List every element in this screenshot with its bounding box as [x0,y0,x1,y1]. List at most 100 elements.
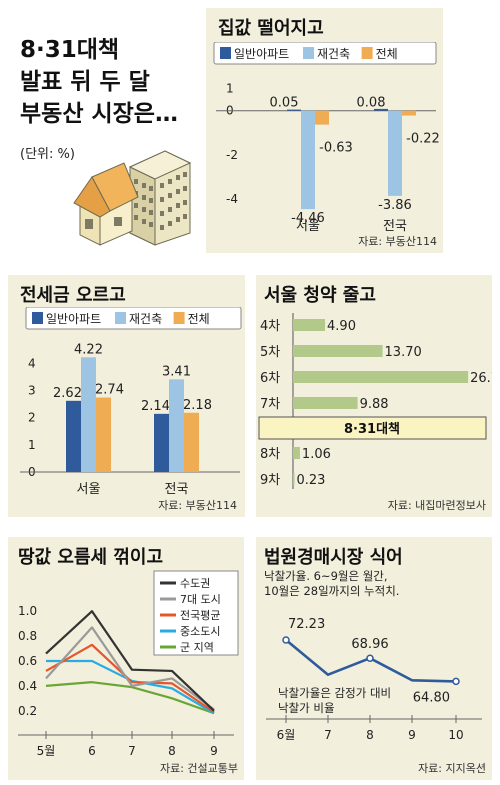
x-tick-label: 9 [408,728,416,742]
y-tick-label: 2 [28,411,36,425]
headline-line2: 발표 뒤 두 달 [20,69,150,95]
series-line [45,610,215,712]
data-point [366,654,374,662]
bar-value-label: 2.74 [95,383,124,398]
bar [293,473,295,485]
land-chart-source: 자료: 건설교통부 [159,762,238,775]
bar [388,110,402,196]
legend-swatch [361,47,373,59]
legend-box [25,307,242,330]
panel-house-price: 집값 떨어지고 일반아파트 재건축 전체 1 0 -2 -4 0.05 -4.46 -0.63 서울… [206,8,443,253]
x-tick-label: 5월 [37,744,56,758]
legend-box [153,570,239,656]
land-chart-title: 땅값 오름세 꺾이고 [18,547,164,568]
bar [66,400,81,472]
legend-label: 재건축 [129,312,162,326]
series-line [45,643,215,713]
legend-label: 재건축 [317,47,350,61]
category-label: 서울 [77,482,101,497]
bar [184,412,199,472]
bar-value-label: 1.06 [302,447,331,462]
legend-swatch [115,312,126,324]
bar [315,110,329,125]
bar [287,109,301,111]
headline: 8·31대책 발표 뒤 두 달 부동산 시장은… [20,34,178,130]
legend-swatch [32,312,43,324]
legend-label: 일반아파트 [46,312,101,326]
y-tick-label: 0.2 [18,704,37,718]
policy-marker-box [258,416,487,440]
y-tick-label: 0.8 [18,629,37,643]
category-label: 전국 [165,482,189,497]
auction-note-bottom: 낙찰가율은 감정가 대비 낙찰가 비율 [278,686,391,716]
legend-label: 전국평균 [180,609,220,622]
panel-land-price: 땅값 오름세 꺾이고 0.2 0.4 0.6 0.8 1.0 5월 6 7 8 9 수도권 7대 도시… [8,537,244,780]
jeonse-chart-title: 전세금 오르고 [20,285,126,306]
legend-label: 수도권 [180,577,210,590]
row-label: 6차 [260,371,280,386]
unit-label: (단위: %) [20,147,75,162]
house-chart-source: 자료: 부동산114 [358,235,437,248]
auction-chart-source: 자료: 지지옥션 [418,762,486,775]
legend-swatch [220,47,231,59]
bar-value-label: 2.62 [53,386,82,401]
panel-auction: 법원경매시장 식어 낙찰가율. 6~9월은 월간, 10월은 28일까지의 누적… [256,537,492,780]
y-tick-label: 1 [28,438,36,452]
bar [293,397,358,409]
bar [293,371,469,383]
x-tick-label: 6 [88,744,96,758]
bar-value-label: 26.79 [470,371,492,386]
x-tick-label: 7 [324,728,332,742]
bar [293,345,383,357]
headline-line1: 8·31대책 [20,37,120,63]
bar [154,413,169,472]
bar-value-label: 0.08 [357,96,386,111]
legend-label: 일반아파트 [234,47,289,61]
bar [374,108,388,111]
y-tick-label: -4 [226,192,238,206]
y-tick-label: 1.0 [18,604,37,618]
bar [293,319,326,331]
bar-value-label: -0.22 [406,132,440,147]
row-label: 7차 [260,397,280,412]
auction-note-line4: 낙찰가 비율 [278,701,335,715]
category-label: 전국 [383,219,407,232]
bar [96,397,111,472]
subscription-chart-source: 자료: 내집마련정보사 [387,499,486,512]
row-label: 9차 [260,473,280,488]
x-tick-label: 7 [128,744,136,758]
series-line [45,626,215,711]
bar-value-label: 2.14 [141,399,170,414]
legend-label: 군 지역 [180,641,214,654]
data-value-label: 72.23 [288,617,325,632]
building-illustration [73,150,192,246]
x-tick-label: 9 [210,744,218,758]
bar-value-label: 3.41 [162,364,191,379]
x-tick-label: 6월 [277,728,296,742]
row-label: 5차 [260,345,280,360]
bar-value-label: -4.46 [291,211,325,226]
subscription-chart: 4차 4.90 5차 13.70 6차 26.79 7차 9.88 8차 1.06 9차 0.23 8·… [258,313,492,489]
data-point [452,677,460,686]
bar-value-label: 4.90 [327,319,356,334]
bar [81,357,96,472]
row-label: 8차 [260,447,280,462]
x-tick-label: 10 [448,728,463,742]
bar-value-label: 13.70 [385,345,422,360]
y-tick-label: -2 [226,148,238,162]
bar-value-label: 4.22 [74,342,103,357]
x-tick-label: 8 [366,728,374,742]
y-tick-label: 0.6 [18,654,37,668]
legend-swatch [173,312,185,324]
panel-jeonse: 전세금 오르고 일반아파트 재건축 전체 0 1 2 3 4 2.62 4.22 2.74 서울 2.1… [8,275,245,517]
x-tick-label: 8 [168,744,176,758]
y-tick-label: 4 [28,356,36,370]
policy-marker-label: 8·31대책 [344,422,400,437]
jeonse-chart: 일반아파트 재건축 전체012342.624.222.74서울2.143.412.1… [20,307,242,497]
bar-value-label: -3.86 [378,198,412,213]
auction-chart-title: 법원경매시장 식어 [264,547,403,568]
panel-subscription: 서울 청약 줄고 4차 4.90 5차 13.70 6차 26.79 7차 9.88 8차 1.0… [256,275,492,517]
subscription-chart-title: 서울 청약 줄고 [264,285,376,306]
jeonse-chart-source: 자료: 부동산114 [158,499,237,512]
